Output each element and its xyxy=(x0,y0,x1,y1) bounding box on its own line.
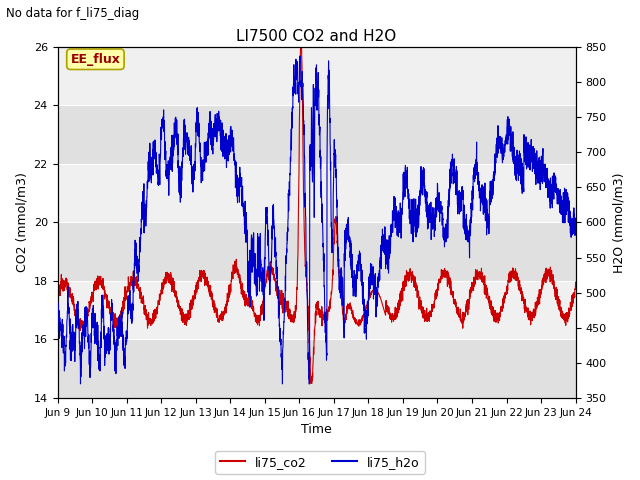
Y-axis label: CO2 (mmol/m3): CO2 (mmol/m3) xyxy=(15,172,28,272)
X-axis label: Time: Time xyxy=(301,423,332,436)
Y-axis label: H2O (mmol/m3): H2O (mmol/m3) xyxy=(612,172,625,273)
Bar xyxy=(58,164,575,222)
Bar xyxy=(58,106,575,164)
Legend: li75_co2, li75_h2o: li75_co2, li75_h2o xyxy=(215,451,425,474)
Bar xyxy=(58,339,575,398)
Text: No data for f_li75_diag: No data for f_li75_diag xyxy=(6,7,140,20)
Bar xyxy=(58,281,575,339)
Bar xyxy=(58,222,575,281)
Text: EE_flux: EE_flux xyxy=(70,53,120,66)
Title: LI7500 CO2 and H2O: LI7500 CO2 and H2O xyxy=(236,29,397,44)
Bar xyxy=(58,47,575,106)
